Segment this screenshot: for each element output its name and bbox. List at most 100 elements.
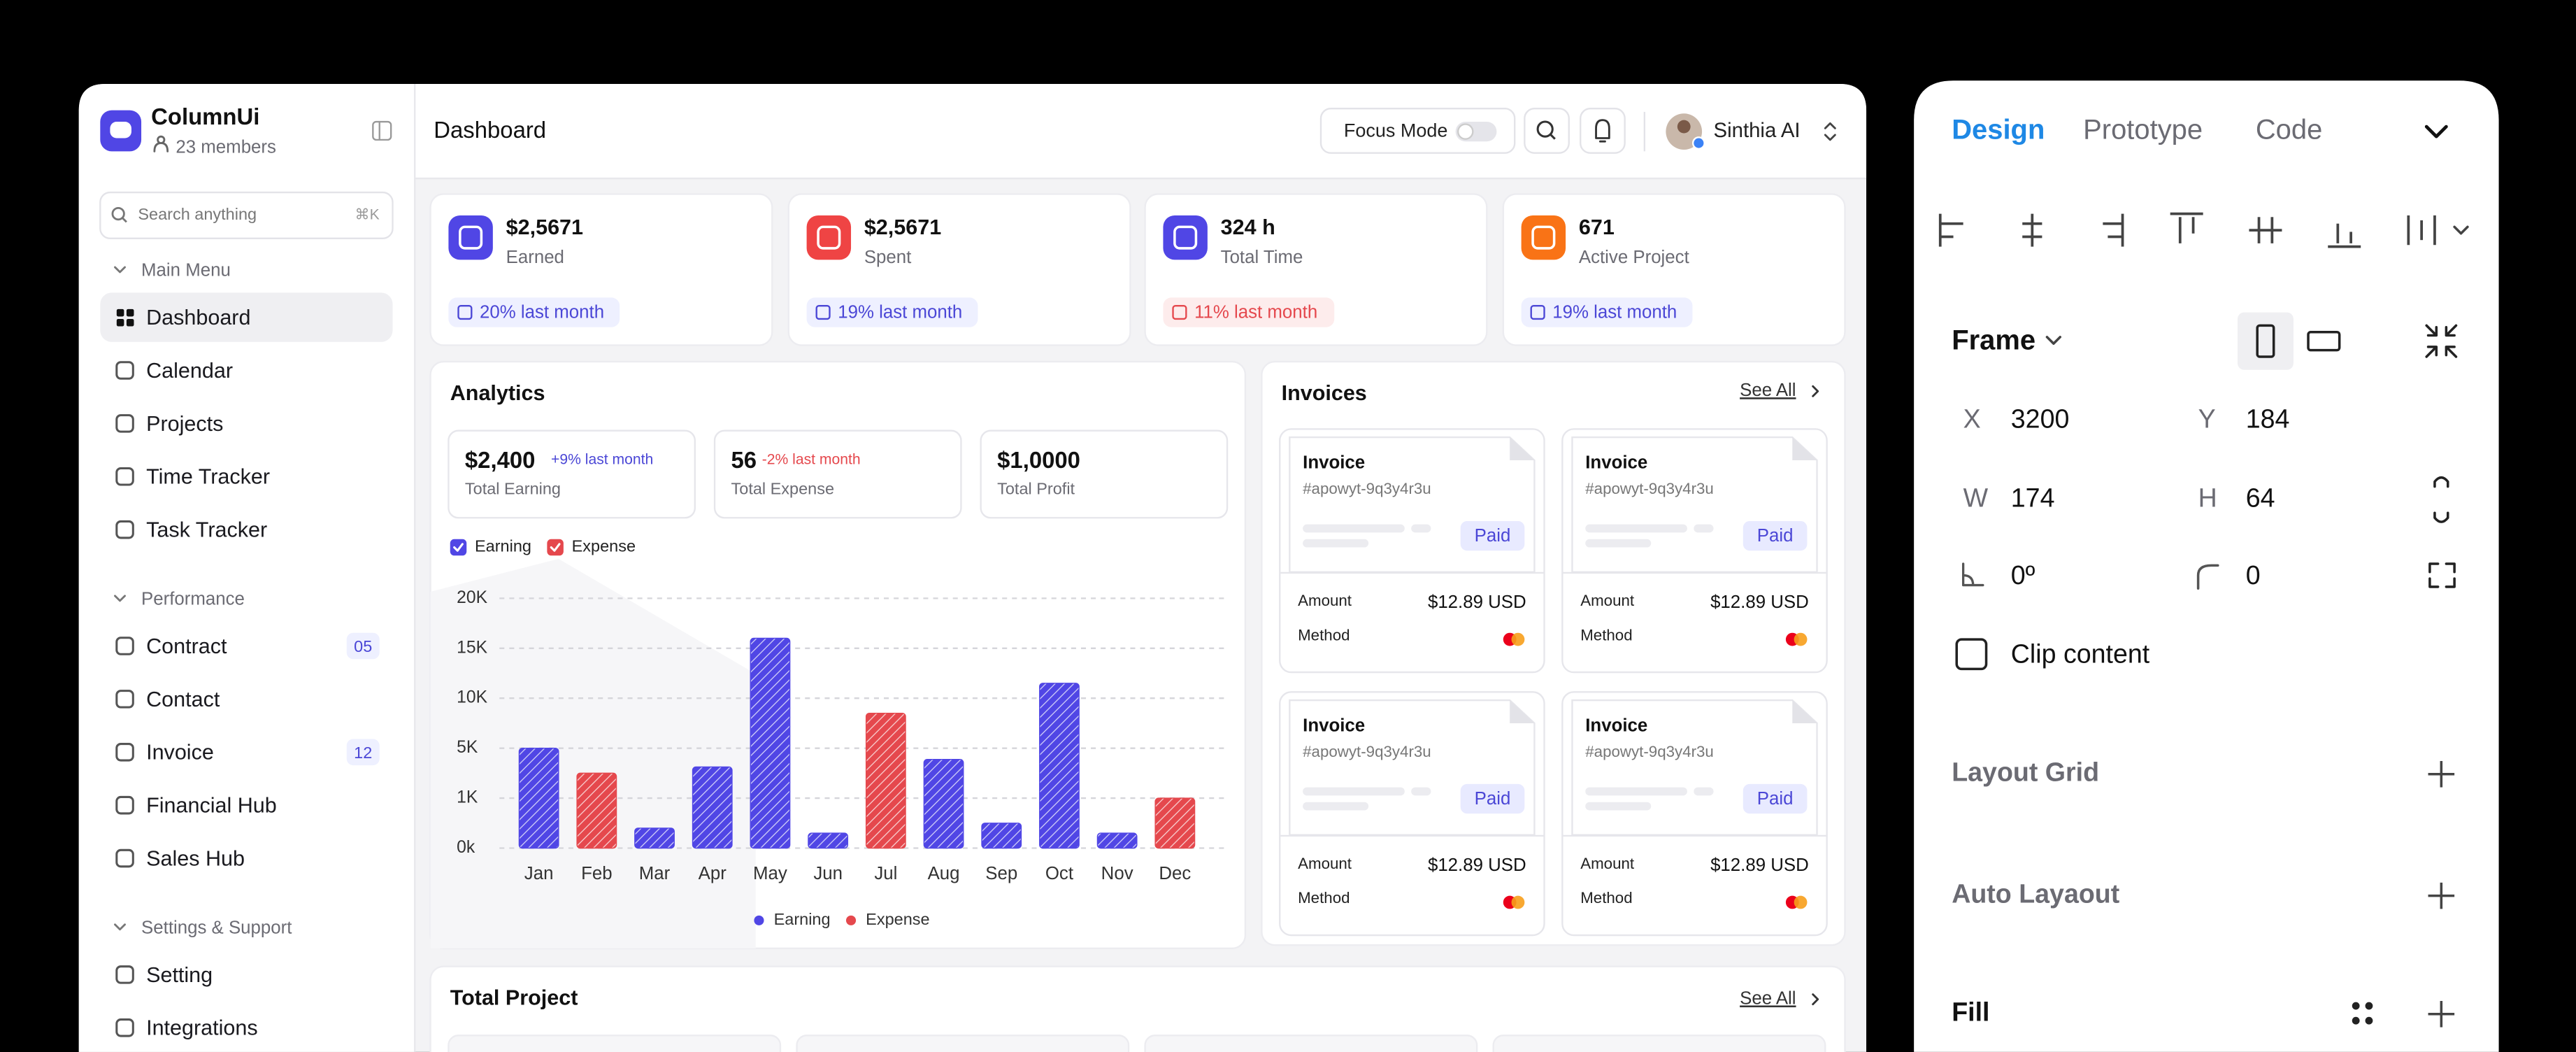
total-project-card	[429, 965, 1846, 1052]
nav-item[interactable]: Dashboard	[146, 306, 250, 329]
clip-label[interactable]: Clip content	[2011, 639, 2150, 669]
see-all-link[interactable]: See All	[1740, 988, 1796, 1008]
field-value[interactable]: 174	[2011, 483, 2055, 512]
kpi-box	[448, 429, 696, 519]
invoice-id: #apowyt-9q3y4r3u	[1303, 743, 1431, 760]
kpi-label: Total Profit	[997, 480, 1075, 498]
bar	[865, 712, 906, 849]
stat-icon	[1521, 215, 1566, 260]
nav-item[interactable]: Contract	[146, 634, 227, 658]
bar	[808, 832, 849, 849]
mastercard-right	[1794, 632, 1808, 646]
nav-icon	[115, 690, 134, 709]
legend-label[interactable]: Expense	[572, 537, 636, 555]
stat-change-icon	[815, 304, 831, 320]
kpi-label: Total Expense	[731, 480, 835, 498]
invoice-amount: $12.89 USD	[1710, 855, 1809, 875]
stat-change-icon	[1530, 304, 1545, 320]
x-tick-label: Mar	[639, 864, 671, 883]
invoice-placeholder	[1411, 524, 1431, 533]
nav-badge-bg	[346, 739, 380, 766]
members-count: 23 members	[176, 137, 276, 157]
nav-badge: 12	[354, 744, 372, 762]
nav-icon	[115, 637, 134, 655]
user-name[interactable]: Sinthia AI	[1714, 119, 1801, 142]
see-all-link[interactable]: See All	[1740, 381, 1796, 400]
x-tick-label: Jan	[524, 864, 554, 883]
y-tick-label: 10K	[457, 688, 487, 707]
invoice-method-label: Method	[1580, 626, 1632, 644]
nav-item[interactable]: Contact	[146, 688, 220, 711]
stat-label: Earned	[506, 248, 564, 267]
nav-item[interactable]: Time Tracker	[146, 465, 270, 489]
invoice-status: Paid	[1475, 789, 1511, 809]
invoice-placeholder	[1585, 802, 1652, 811]
radius-value[interactable]: 0	[2246, 560, 2261, 590]
legend-check	[550, 543, 561, 552]
page-title: Dashboard	[434, 117, 546, 143]
y-tick-label: 1K	[457, 788, 478, 807]
resize-icon	[2425, 324, 2458, 358]
stat-icon-mark	[1173, 225, 1198, 250]
panel-tab[interactable]: Design	[1952, 115, 2045, 145]
bar	[692, 766, 733, 849]
panel-section: Fill	[1952, 997, 1989, 1027]
section-title: Settings & Support	[141, 918, 292, 937]
analytics-title: Analytics	[450, 381, 545, 405]
invoice-amount: $12.89 USD	[1428, 592, 1526, 612]
focus-mode-label[interactable]: Focus Mode	[1344, 120, 1448, 141]
nav-item[interactable]: Task Tracker	[146, 518, 267, 542]
panel-tab[interactable]: Code	[2256, 115, 2322, 145]
nav-icon	[115, 467, 134, 486]
nav-item[interactable]: Financial Hub	[146, 794, 277, 818]
project-card	[1492, 1035, 1826, 1052]
invoice-status: Paid	[1757, 526, 1794, 546]
field-value[interactable]: 64	[2246, 483, 2275, 512]
search-shortcut: ⌘K	[355, 207, 380, 223]
x-tick-label: Apr	[699, 864, 727, 883]
field-value[interactable]: 3200	[2011, 404, 2070, 434]
stat-value: $2,5671	[506, 215, 583, 239]
invoice-status-chip	[1460, 520, 1525, 551]
invoice-title: Invoice	[1303, 716, 1365, 735]
nav-item[interactable]: Projects	[146, 412, 223, 436]
nav-item[interactable]: Setting	[146, 963, 213, 987]
stat-value: 324 h	[1221, 215, 1275, 239]
y-tick-label: 0k	[457, 838, 475, 857]
invoice-id: #apowyt-9q3y4r3u	[1585, 743, 1714, 760]
invoices-title: Invoices	[1282, 381, 1367, 405]
y-tick-label: 20K	[457, 588, 487, 607]
bar	[576, 772, 617, 849]
invoice-placeholder	[1303, 524, 1405, 533]
field-label: X	[1963, 404, 1981, 434]
avatar-verified	[1691, 136, 1705, 150]
frame-chevron	[2045, 336, 2062, 345]
constrain-icon	[2433, 476, 2449, 523]
styles-icon-dot	[2352, 1016, 2360, 1025]
section-chevron	[114, 595, 126, 602]
invoice-amount-label: Amount	[1298, 592, 1352, 609]
nav-item[interactable]: Integrations	[146, 1016, 258, 1040]
invoice-status: Paid	[1475, 526, 1511, 546]
nav-item[interactable]: Calendar	[146, 359, 233, 383]
bottom-legend-dot	[754, 915, 764, 925]
nav-item[interactable]: Sales Hub	[146, 846, 245, 870]
panel-collapse	[2424, 125, 2448, 138]
stat-icon	[806, 215, 852, 260]
invoice-amount-label: Amount	[1580, 592, 1635, 609]
x-tick-label: Jul	[874, 864, 897, 883]
stat-change-icon	[457, 304, 473, 320]
search-button-icon	[1536, 120, 1554, 138]
bottom-legend-dot	[845, 915, 857, 925]
bottom-legend-label: Earning	[774, 910, 831, 928]
panel-tab[interactable]: Prototype	[2083, 115, 2203, 145]
rotation-value[interactable]: 0º	[2011, 560, 2035, 590]
legend-label[interactable]: Earning	[475, 537, 531, 555]
search-placeholder[interactable]: Search anything	[138, 205, 257, 223]
field-value[interactable]: 184	[2246, 404, 2290, 434]
nav-item[interactable]: Invoice	[146, 741, 214, 765]
mastercard-right	[1511, 632, 1525, 646]
styles-icon-dot	[2352, 1002, 2360, 1010]
invoice-amount-label: Amount	[1298, 855, 1352, 872]
